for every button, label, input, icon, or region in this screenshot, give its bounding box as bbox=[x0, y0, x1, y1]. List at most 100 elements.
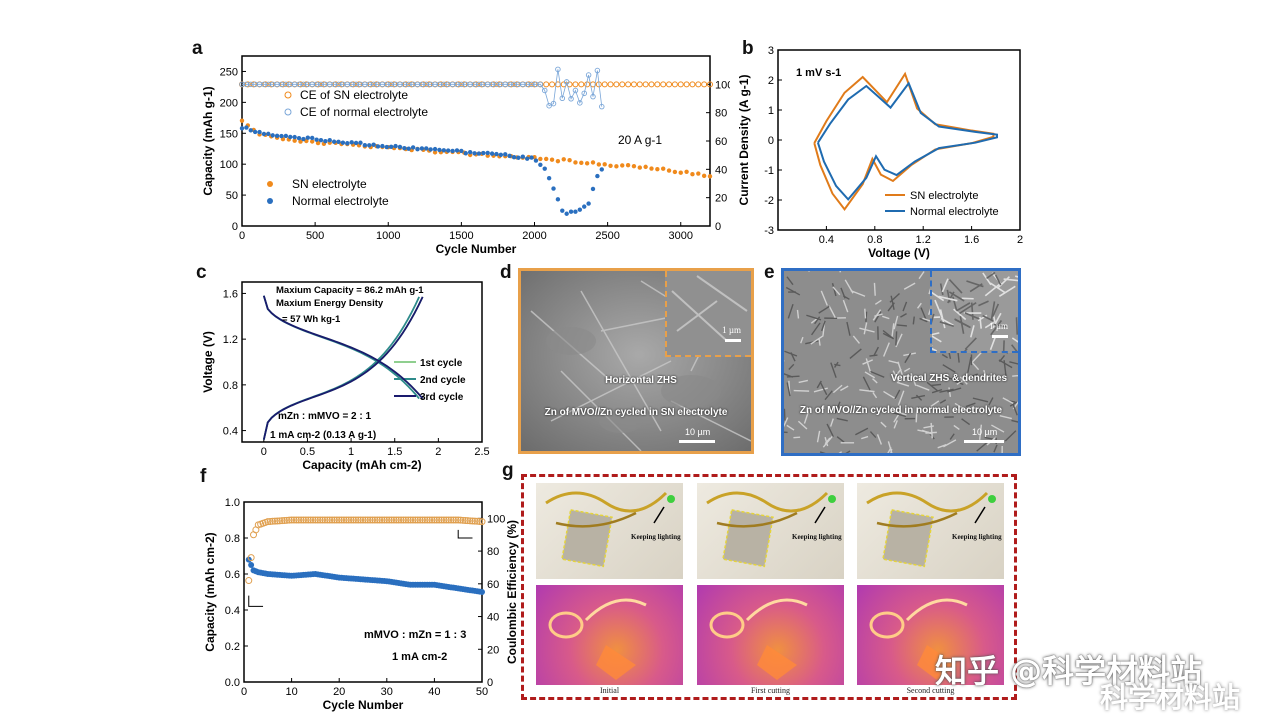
normal-ce-line bbox=[242, 69, 602, 106]
y-tick-label: 0.2 bbox=[225, 641, 240, 653]
legend-entry: 2nd cycle bbox=[420, 375, 466, 386]
y-axis-label: Voltage (V) bbox=[201, 331, 215, 393]
sem-image-d: 1 µm Horizontal ZHS Zn of MVO//Zn cycled… bbox=[518, 268, 754, 454]
sn-ce-point bbox=[608, 82, 613, 87]
y-tick-label: 0.8 bbox=[225, 533, 240, 545]
sn-capacity-point bbox=[649, 166, 653, 170]
x-axis-label: Cycle Number bbox=[323, 698, 404, 712]
inset-scale-d: 1 µm bbox=[722, 325, 741, 335]
inset-scalebar-d bbox=[725, 339, 741, 342]
y-tick-label: 250 bbox=[220, 66, 238, 78]
photo-device bbox=[697, 483, 844, 579]
sn-capacity-point bbox=[679, 170, 683, 174]
y2-tick-label: 20 bbox=[715, 193, 727, 205]
y2-tick-label: 0 bbox=[715, 221, 721, 233]
sn-ce-point bbox=[573, 82, 578, 87]
normal-capacity-point bbox=[376, 144, 380, 148]
normal-capacity-point bbox=[363, 143, 367, 147]
normal-capacity-point bbox=[551, 186, 555, 190]
photo-device bbox=[536, 483, 683, 579]
sn-capacity-point bbox=[562, 157, 566, 161]
y-tick-label: 1.6 bbox=[223, 288, 238, 300]
x-tick-label: 1500 bbox=[449, 230, 473, 242]
normal-capacity-point bbox=[481, 151, 485, 155]
normal-capacity-point bbox=[512, 155, 516, 159]
x-tick-label: 2500 bbox=[595, 230, 619, 242]
sn-capacity-point bbox=[597, 162, 601, 166]
sn-ce-point bbox=[684, 82, 689, 87]
normal-capacity-point bbox=[411, 145, 415, 149]
normal-capacity-point bbox=[407, 146, 411, 150]
legend-marker-ce-sn bbox=[285, 92, 291, 98]
x-tick-label: 10 bbox=[285, 686, 297, 698]
normal-capacity-point bbox=[428, 147, 432, 151]
flake bbox=[819, 339, 820, 346]
legend-marker-sn bbox=[267, 181, 273, 187]
thermal-image bbox=[536, 585, 683, 685]
annotation-rate: 20 A g-1 bbox=[618, 133, 662, 147]
axis-arrow-right bbox=[458, 530, 472, 538]
normal-capacity-point bbox=[398, 145, 402, 149]
normal-capacity-point bbox=[534, 158, 538, 162]
y-tick-label: 1.0 bbox=[225, 497, 240, 509]
normal-capacity-point bbox=[578, 207, 582, 211]
sn-capacity-point bbox=[579, 161, 583, 165]
normal-capacity-point bbox=[472, 151, 476, 155]
normal-capacity-point bbox=[415, 147, 419, 151]
normal-capacity-point bbox=[464, 151, 468, 155]
normal-capacity-point bbox=[573, 209, 577, 213]
watermark-text-2: 科学材料站 bbox=[1100, 676, 1240, 716]
x-tick-label: 0 bbox=[241, 686, 247, 698]
y-tick-label: 0 bbox=[232, 221, 238, 233]
sn-ce-point bbox=[643, 82, 648, 87]
sn-capacity-point bbox=[538, 157, 542, 161]
y-tick-label: 200 bbox=[220, 97, 238, 109]
sn-ce-point bbox=[579, 82, 584, 87]
sn-capacity-point bbox=[684, 170, 688, 174]
sn-capacity-point bbox=[673, 170, 677, 174]
legend-normal: Normal electrolyte bbox=[910, 206, 999, 218]
normal-capacity-point bbox=[591, 187, 595, 191]
y-tick-label: -3 bbox=[764, 225, 774, 237]
normal-capacity-point bbox=[385, 145, 389, 149]
sn-capacity-point bbox=[573, 160, 577, 164]
y-tick-label: 0.6 bbox=[225, 569, 240, 581]
cv-sn bbox=[814, 74, 993, 209]
normal-capacity-point bbox=[310, 136, 314, 140]
discharge-curve bbox=[264, 296, 419, 399]
scalebar-e bbox=[964, 440, 1004, 443]
legend-marker-normal bbox=[267, 198, 273, 204]
x-axis-label: Cycle Number bbox=[436, 242, 517, 256]
normal-capacity-point bbox=[266, 132, 270, 136]
y2-tick-label: 100 bbox=[715, 79, 730, 91]
y2-tick-label: 20 bbox=[487, 644, 499, 656]
caption-bottom-e: Zn of MVO//Zn cycled in normal electroly… bbox=[784, 405, 1018, 416]
chart-a: 0 500 1000 1500 2000 2500 30000501001502002500… bbox=[190, 40, 730, 270]
axis-arrow-left bbox=[249, 596, 263, 607]
annotation-current: 1 mA cm-2 (0.13 A g-1) bbox=[270, 430, 376, 441]
tag-keeping-lighting: Keeping lighting bbox=[952, 533, 1002, 541]
ce-point bbox=[246, 578, 252, 584]
discharge-curve bbox=[264, 296, 423, 399]
sn-capacity-point bbox=[556, 159, 560, 163]
normal-capacity-point bbox=[402, 146, 406, 150]
y-tick-label: -2 bbox=[764, 195, 774, 207]
flake bbox=[874, 283, 875, 296]
normal-capacity-point bbox=[455, 148, 459, 152]
x-tick-label: 0.8 bbox=[867, 234, 882, 246]
x-tick-label: 1000 bbox=[376, 230, 400, 242]
normal-capacity-point bbox=[442, 148, 446, 152]
normal-capacity-point bbox=[499, 153, 503, 157]
sn-ce-point bbox=[550, 82, 555, 87]
thermal-image bbox=[697, 585, 844, 685]
capacity-point bbox=[248, 562, 254, 568]
x-tick-label: 1.5 bbox=[387, 446, 402, 458]
y2-tick-label: 40 bbox=[487, 612, 499, 624]
normal-capacity-point bbox=[257, 130, 261, 134]
flake bbox=[913, 317, 914, 325]
flake bbox=[896, 331, 897, 345]
normal-capacity-point bbox=[319, 138, 323, 142]
normal-capacity-point bbox=[538, 163, 542, 167]
normal-capacity-point bbox=[446, 148, 450, 152]
panel-label-g: g bbox=[502, 460, 514, 482]
